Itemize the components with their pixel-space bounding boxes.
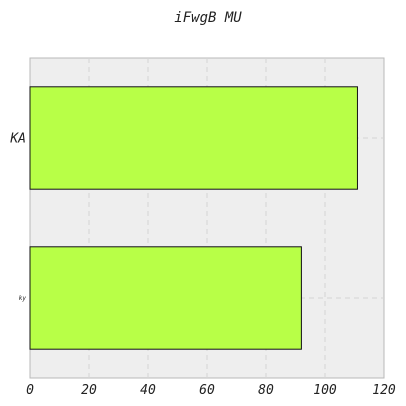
x-axis-ticks: 0 20 40 60 80 100 120 [26,383,396,398]
chart-title: iFwgB MU [174,10,242,26]
category-label-ky: ky [19,295,27,302]
x-tick-label-6: 120 [372,383,396,398]
x-tick-label-2: 40 [140,383,156,398]
x-tick-label-1: 20 [81,383,97,398]
bar-ky [29,246,302,350]
x-tick-label-5: 100 [313,383,337,398]
x-tick-label-4: 80 [258,383,274,398]
bars [29,86,358,350]
category-label-ka: KA [9,132,26,147]
x-tick-label-0: 0 [26,383,34,398]
y-axis-labels: KA ky [9,132,26,303]
x-tick-label-3: 60 [199,383,215,398]
bar-ka [29,86,358,190]
